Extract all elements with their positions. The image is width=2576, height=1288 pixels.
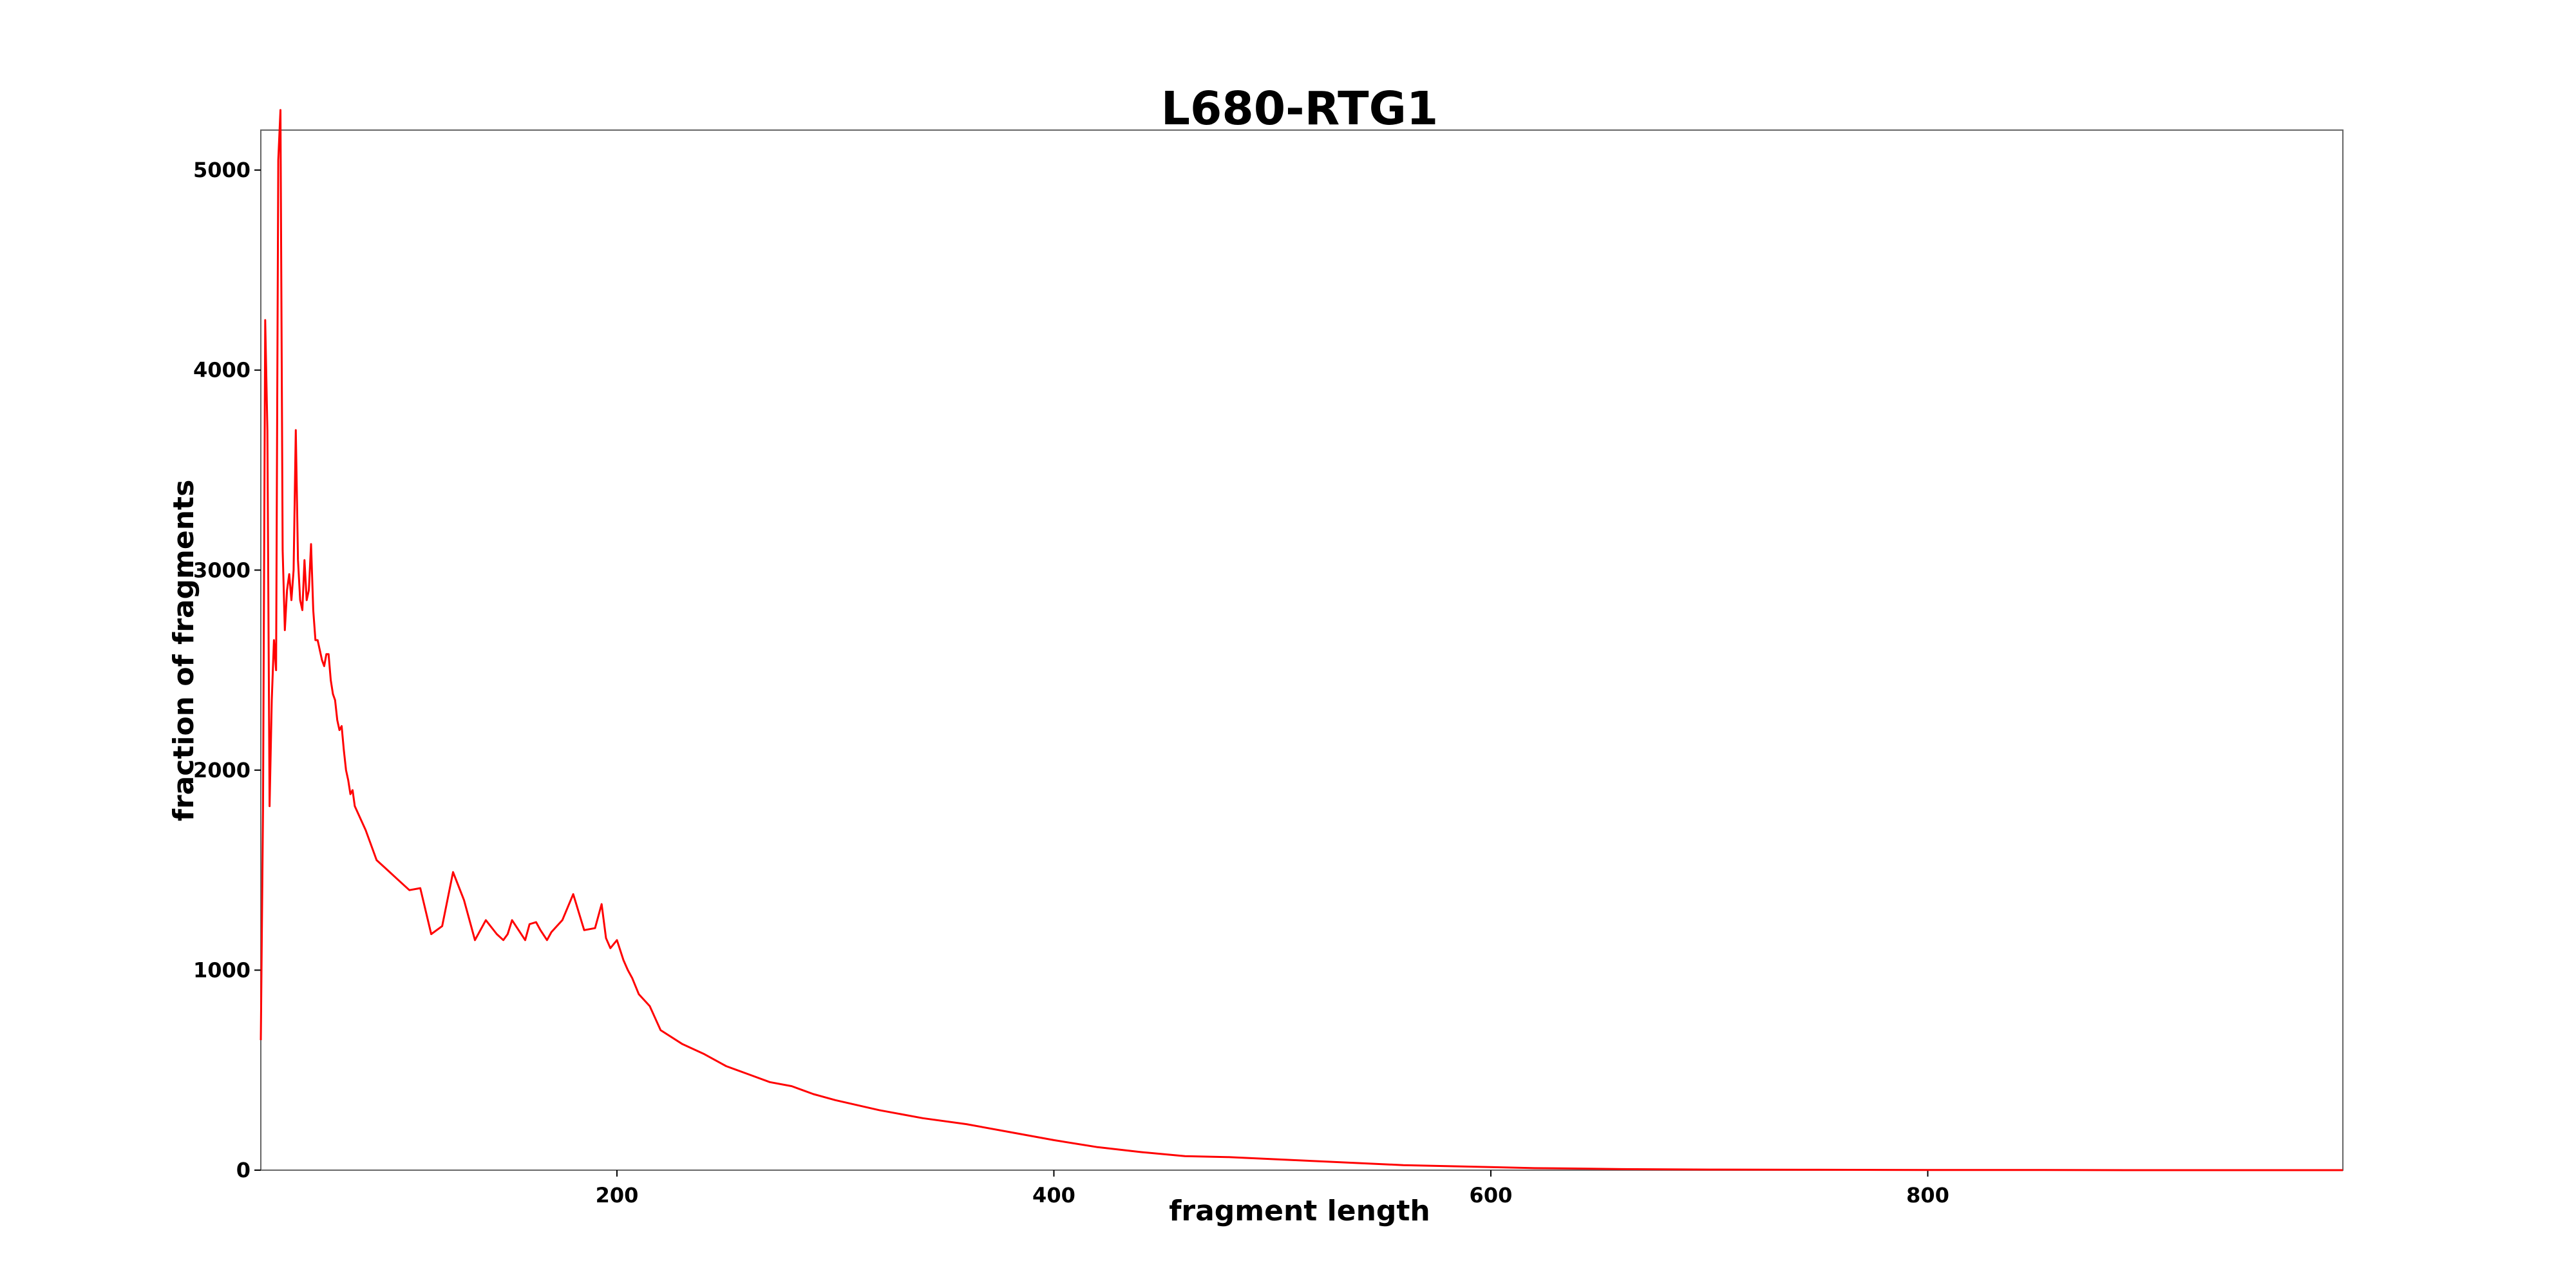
plot-area: [260, 129, 2344, 1171]
y-tick-label: 0: [236, 1158, 251, 1182]
axis-ticks: 200 400 600 800 0 1000 2000 3000 4000 5000: [193, 158, 1949, 1208]
plot-frame: [260, 129, 2344, 1171]
series-layer: [260, 109, 2343, 1171]
chart-title: L680-RTG1: [1161, 82, 1439, 135]
x-tick-label: 400: [1032, 1183, 1075, 1208]
y-tick-label: 1000: [193, 958, 251, 982]
x-tick-label: 200: [596, 1183, 639, 1208]
x-tick-label: 600: [1470, 1183, 1513, 1208]
y-tick-label: 4000: [193, 358, 251, 383]
x-tick-label: 800: [1906, 1183, 1949, 1208]
series-line: [260, 109, 2343, 1171]
y-tick-label: 3000: [193, 558, 251, 582]
y-axis-label: fraction of fragments: [167, 480, 200, 822]
y-tick-label: 5000: [193, 158, 251, 182]
x-axis-label: fragment length: [1169, 1195, 1430, 1227]
y-tick-label: 2000: [193, 758, 251, 782]
